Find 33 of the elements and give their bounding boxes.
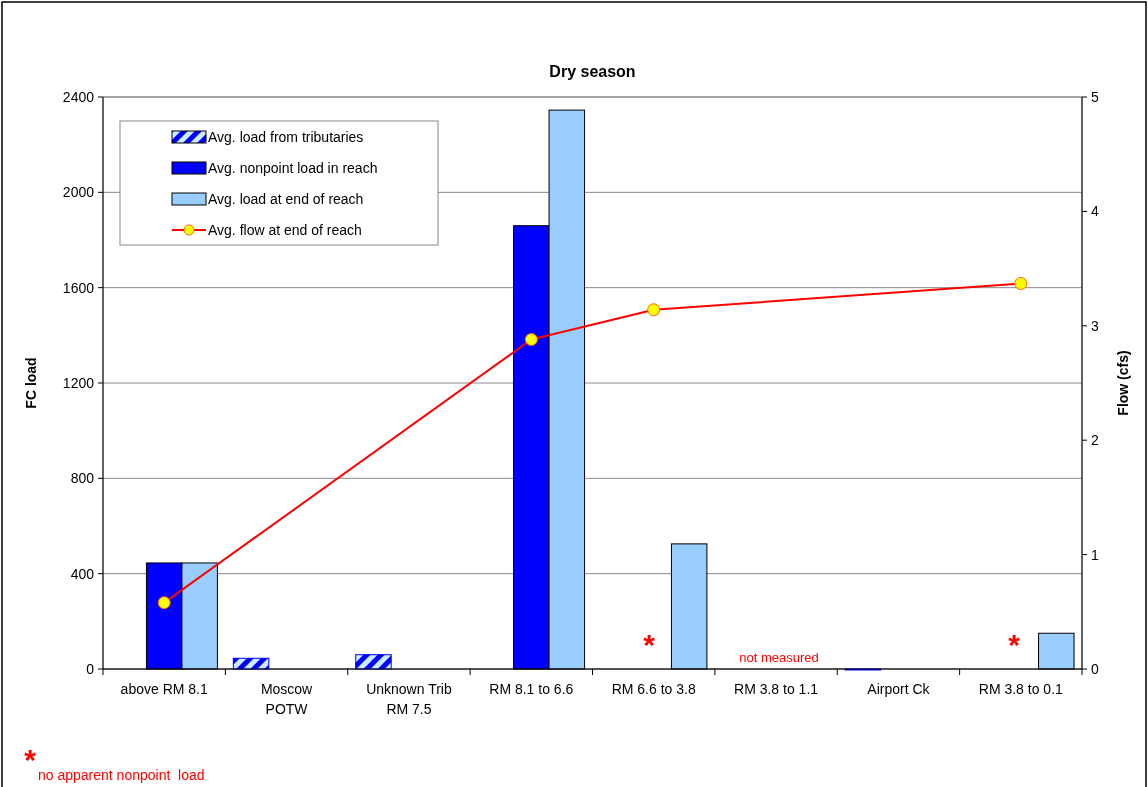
y-tick-label: 1600 xyxy=(62,279,95,296)
legend-label: Avg. flow at end of reach xyxy=(208,221,362,238)
x-tick-label: RM 8.1 to 6.6 xyxy=(489,681,574,697)
x-tick-label: RM 3.8 to 1.1 xyxy=(734,681,819,697)
legend-label: Avg. load from tributaries xyxy=(208,128,364,145)
y2-axis-title: Flow (cfs) xyxy=(1115,350,1131,416)
legend-label: Avg. nonpoint load in reach xyxy=(208,159,378,176)
y-tick-label: 2400 xyxy=(62,88,95,105)
y-axis-title: FC load xyxy=(23,357,39,409)
x-tick-label: above RM 8.1 xyxy=(120,681,208,697)
annotation: * xyxy=(1008,628,1021,661)
legend-label: Avg. load at end of reach xyxy=(208,190,364,207)
x-tick-label: RM 3.8 to 0.1 xyxy=(978,681,1064,697)
text: no apparent nonpoint load xyxy=(38,767,205,783)
x-tick-label: RM 6.6 to 3.8 xyxy=(611,681,696,697)
chart-title: Dry season xyxy=(549,63,636,80)
y-tick-label: 1200 xyxy=(62,374,95,391)
x-tick-label: Airport Ck xyxy=(867,681,931,697)
y2-tick-label: 3 xyxy=(1091,317,1099,334)
y-tick-label: 2000 xyxy=(62,184,95,201)
y2-tick-label: 4 xyxy=(1091,203,1099,220)
y2-tick-label: 0 xyxy=(1091,660,1099,677)
y-tick-label: 800 xyxy=(70,470,95,487)
y2-tick-label: 2 xyxy=(1091,432,1099,449)
x-tick-label: Unknown Trib RM 7.5 xyxy=(366,681,452,717)
y2-tick-label: 5 xyxy=(1091,88,1099,105)
annotation: not measured xyxy=(739,650,819,665)
x-tick-label: Moscow POTW xyxy=(260,681,314,717)
y2-tick-label: 1 xyxy=(1091,546,1099,563)
y-tick-label: 400 xyxy=(70,565,95,582)
text: * xyxy=(24,743,37,776)
annotation: * xyxy=(643,628,656,661)
y-tick-label: 0 xyxy=(86,660,95,677)
